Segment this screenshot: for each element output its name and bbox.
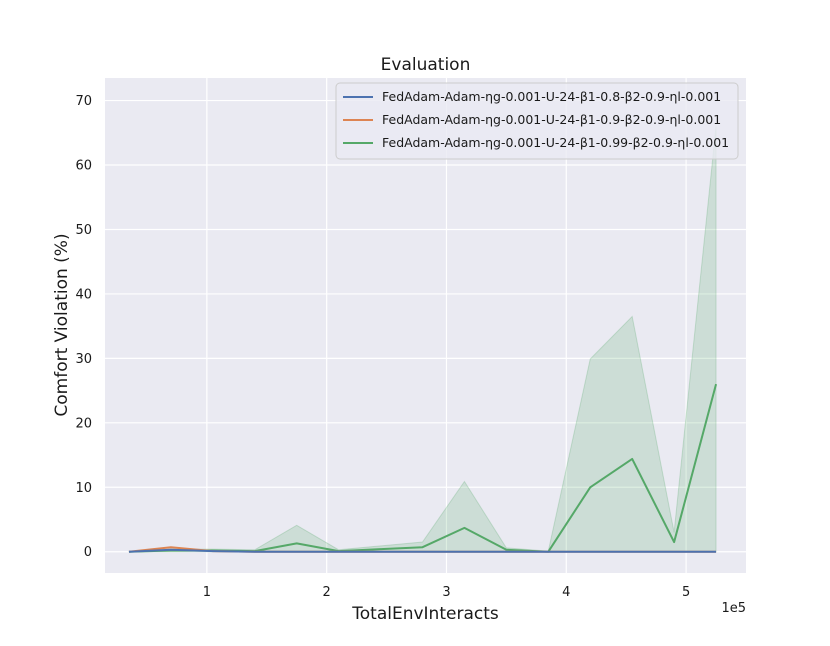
y-tick-label: 0 (84, 545, 92, 560)
y-tick-label: 10 (75, 481, 92, 496)
legend-label-0: FedAdam-Adam-ηg-0.001-U-24-β1-0.8-β2-0.9… (382, 89, 721, 104)
y-axis-label: Comfort Violation (%) (52, 233, 72, 416)
x-tick-label: 2 (323, 585, 331, 600)
y-tick-label: 40 (75, 287, 92, 302)
y-tick-labels: 0 10 20 30 40 50 60 70 (75, 94, 92, 560)
y-tick-label: 20 (75, 416, 92, 431)
legend-label-2: FedAdam-Adam-ηg-0.001-U-24-β1-0.99-β2-0.… (382, 135, 729, 150)
x-offset-label: 1e5 (721, 601, 746, 616)
x-tick-label: 3 (442, 585, 450, 600)
legend: FedAdam-Adam-ηg-0.001-U-24-β1-0.8-β2-0.9… (335, 82, 739, 160)
plot-background (105, 78, 746, 573)
x-tick-label: 1 (203, 585, 211, 600)
chart-title: Evaluation (381, 55, 471, 75)
y-tick-label: 70 (75, 94, 92, 109)
y-tick-label: 50 (75, 223, 92, 238)
x-tick-label: 5 (682, 585, 690, 600)
series-lines (128, 383, 718, 553)
legend-box (335, 82, 739, 160)
y-tick-label: 30 (75, 352, 92, 367)
x-axis-label: TotalEnvInteracts (351, 604, 499, 624)
grid (105, 78, 746, 573)
x-tick-labels: 1 2 3 4 5 (203, 585, 691, 600)
y-tick-label: 60 (75, 159, 92, 174)
x-tick-label: 4 (562, 585, 570, 600)
series-0-line (128, 548, 717, 553)
legend-label-1: FedAdam-Adam-ηg-0.001-U-24-β1-0.9-β2-0.9… (382, 112, 721, 127)
